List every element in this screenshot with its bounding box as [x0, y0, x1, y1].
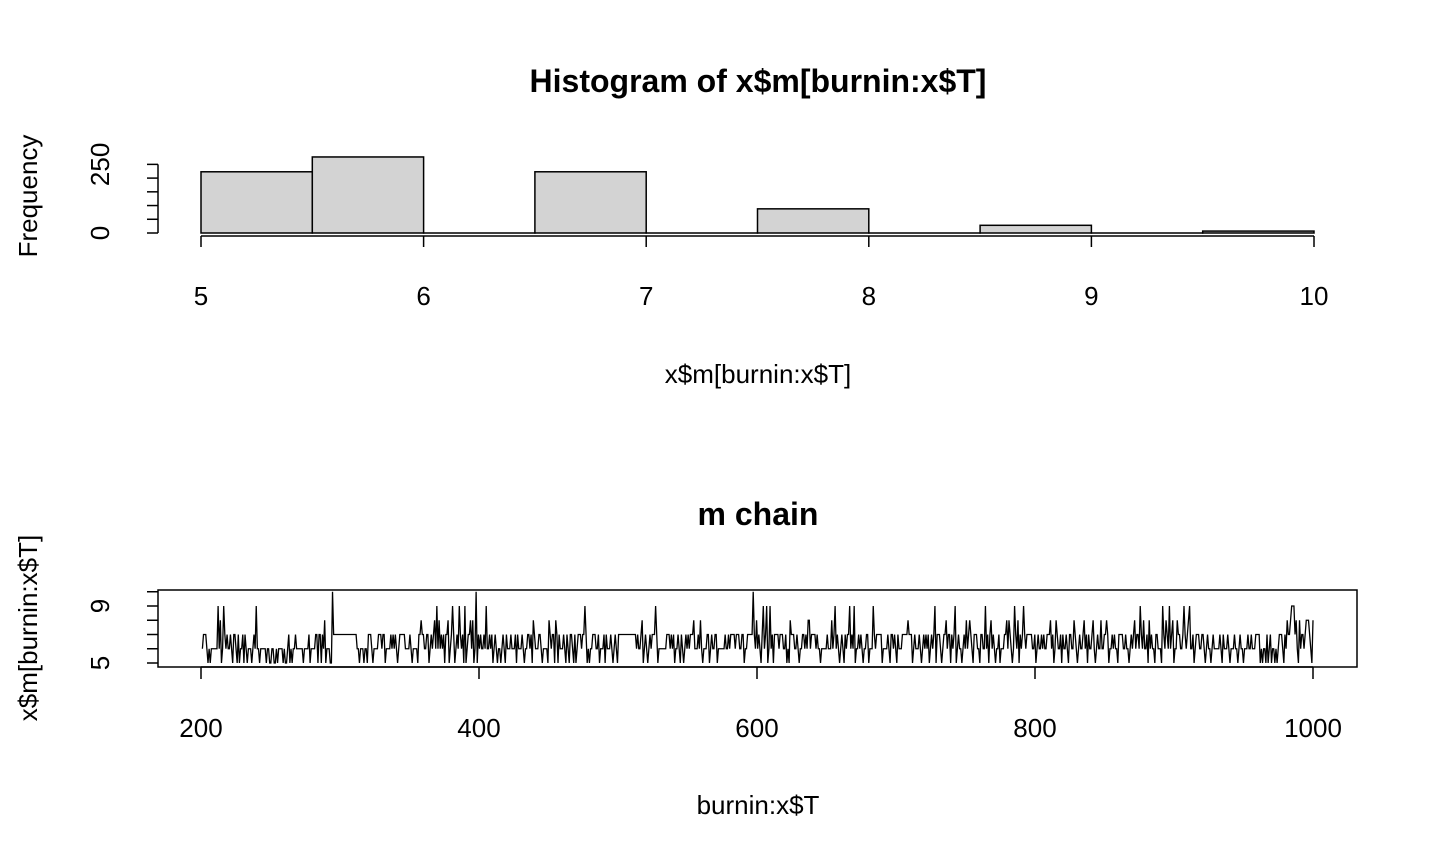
trace-y-tick-label: 5 — [85, 656, 115, 670]
histogram-bar — [534, 171, 647, 234]
histogram-y-tick-label: 0 — [85, 226, 115, 240]
trace-x-tick-label: 800 — [1013, 713, 1056, 743]
histogram-bars — [200, 156, 1315, 234]
histogram-bar — [311, 156, 425, 234]
trace-ylabel: x$m[burnin:x$T] — [13, 535, 43, 721]
histogram-panel: Histogram of x$m[burnin:x$T] x$m[burnin:… — [13, 63, 1328, 389]
trace-y-axis: 59 — [85, 591, 158, 670]
histogram-y-tick-label: 250 — [85, 143, 115, 186]
histogram-ylabel: Frequency — [13, 135, 43, 258]
trace-panel: m chain burnin:x$T x$m[burnin:x$T] 200 40… — [13, 496, 1358, 820]
histogram-bar — [1201, 230, 1315, 234]
trace-x-tick-label: 400 — [457, 713, 500, 743]
histogram-bar — [200, 171, 314, 234]
trace-x-tick-label: 1000 — [1284, 713, 1342, 743]
trace-x-tick-label: 600 — [735, 713, 778, 743]
histogram-x-tick-label: 8 — [862, 281, 876, 311]
histogram-x-tick-label: 6 — [416, 281, 430, 311]
trace-y-tick-label: 9 — [85, 599, 115, 613]
histogram-y-axis: 0 250 — [85, 143, 159, 240]
trace-line — [201, 591, 1314, 664]
histogram-title: Histogram of x$m[burnin:x$T] — [530, 63, 987, 99]
histogram-x-tick-label: 9 — [1084, 281, 1098, 311]
histogram-xlabel: x$m[burnin:x$T] — [665, 359, 851, 389]
trace-x-tick-label: 200 — [179, 713, 222, 743]
histogram-bar — [979, 224, 1093, 234]
histogram-x-tick-label: 5 — [194, 281, 208, 311]
histogram-x-tick-label: 10 — [1300, 281, 1329, 311]
histogram-bar — [756, 208, 870, 234]
histogram-x-tick-label: 7 — [639, 281, 653, 311]
trace-x-axis: 200 400 600 800 1000 — [179, 666, 1342, 743]
histogram-x-axis: 5 6 7 8 9 10 — [194, 235, 1329, 311]
trace-xlabel: burnin:x$T — [697, 790, 820, 820]
trace-title: m chain — [698, 496, 819, 532]
